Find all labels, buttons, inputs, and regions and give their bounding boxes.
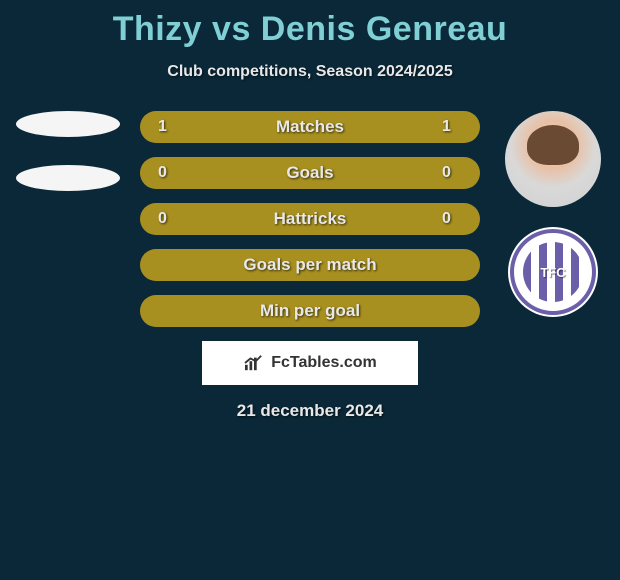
stat-row-min-per-goal: Min per goal (140, 295, 480, 327)
stat-label: Hattricks (140, 209, 480, 229)
subtitle: Club competitions, Season 2024/2025 (0, 63, 620, 81)
club-right-badge-text: TFC (523, 242, 583, 302)
stat-row-goals-per-match: Goals per match (140, 249, 480, 281)
stat-label: Goals per match (140, 255, 480, 275)
stat-label: Goals (140, 163, 480, 183)
date-text: 21 december 2024 (0, 401, 620, 421)
stat-label: Min per goal (140, 301, 480, 321)
club-right-badge: TFC (508, 227, 598, 317)
stat-row-goals: 0 Goals 0 (140, 157, 480, 189)
bar-chart-icon (243, 354, 265, 372)
comparison-content: TFC 1 Matches 1 0 Goals 0 0 Hattricks 0 … (0, 111, 620, 421)
stat-row-hattricks: 0 Hattricks 0 (140, 203, 480, 235)
stat-row-matches: 1 Matches 1 (140, 111, 480, 143)
brand-text: FcTables.com (271, 354, 377, 372)
player-left-placeholder-icon (16, 111, 120, 137)
player-left-column (8, 111, 128, 219)
stats-bars: 1 Matches 1 0 Goals 0 0 Hattricks 0 Goal… (140, 111, 480, 327)
brand-panel[interactable]: FcTables.com (202, 341, 418, 385)
club-left-placeholder-icon (16, 165, 120, 191)
player-right-avatar (505, 111, 601, 207)
stat-label: Matches (140, 117, 480, 137)
page-title: Thizy vs Denis Genreau (0, 0, 620, 49)
player-right-column: TFC (498, 111, 608, 317)
